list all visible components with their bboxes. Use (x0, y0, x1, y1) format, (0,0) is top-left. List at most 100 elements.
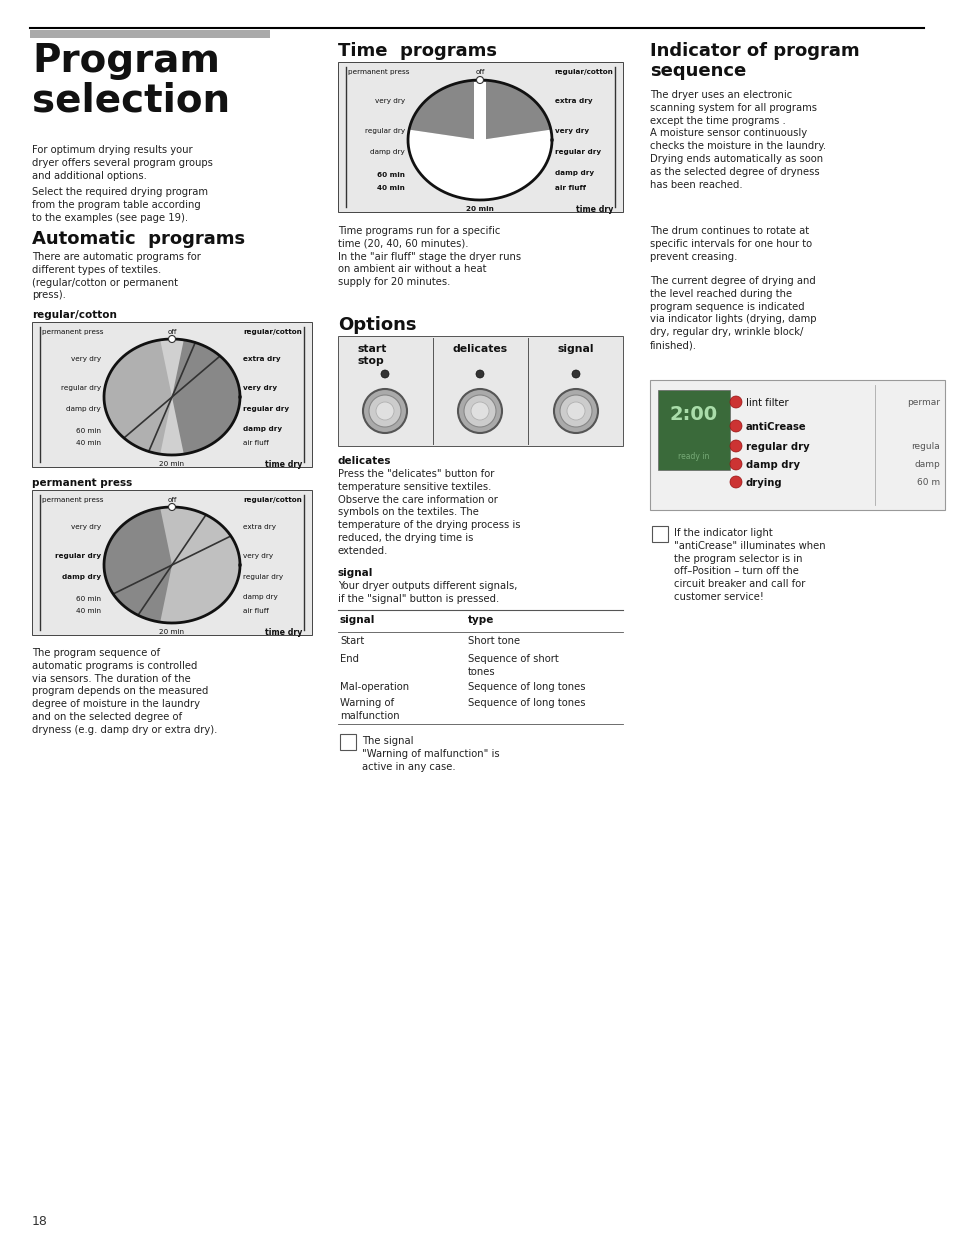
Text: 20 min: 20 min (159, 629, 184, 635)
Circle shape (369, 395, 400, 427)
Text: permanent press: permanent press (348, 69, 409, 75)
Polygon shape (172, 340, 240, 454)
Polygon shape (408, 130, 552, 200)
Text: Time  programs: Time programs (337, 42, 497, 61)
Text: Mal-operation: Mal-operation (339, 682, 409, 692)
Bar (30, 30, 270, 38)
Text: Time programs run for a specific
time (20, 40, 60 minutes).
In the "air fluff" s: Time programs run for a specific time (2… (337, 226, 520, 288)
Text: off: off (167, 329, 176, 335)
Bar (649, 380, 944, 510)
Text: Indicator of program
sequence: Indicator of program sequence (649, 42, 859, 80)
Text: lint filter: lint filter (745, 398, 788, 408)
Text: very dry: very dry (243, 553, 273, 559)
Circle shape (375, 403, 394, 420)
Text: off: off (475, 69, 484, 75)
Text: regular dry: regular dry (243, 573, 283, 579)
Circle shape (457, 389, 501, 433)
Polygon shape (104, 340, 172, 454)
Circle shape (476, 77, 483, 84)
Text: drying: drying (745, 478, 781, 488)
Text: regular dry: regular dry (555, 149, 600, 156)
Text: Automatic  programs: Automatic programs (32, 230, 245, 248)
Text: 60 min: 60 min (76, 595, 101, 601)
Circle shape (476, 370, 483, 378)
Bar (337, 62, 622, 212)
Text: The current degree of drying and
the level reached during the
program sequence i: The current degree of drying and the lev… (649, 275, 816, 350)
Text: Short tone: Short tone (468, 636, 519, 646)
Text: damp dry: damp dry (745, 459, 800, 471)
Text: permanent press: permanent press (42, 496, 103, 503)
Circle shape (169, 336, 175, 342)
Text: delicates: delicates (452, 345, 507, 354)
Text: damp dry: damp dry (62, 573, 101, 579)
Circle shape (729, 458, 741, 471)
Bar (337, 336, 622, 446)
Circle shape (471, 403, 489, 420)
Text: The drum continues to rotate at
specific intervals for one hour to
prevent creas: The drum continues to rotate at specific… (649, 226, 811, 262)
Text: very dry: very dry (71, 357, 101, 362)
Text: The dryer uses an electronic
scanning system for all programs
except the time pr: The dryer uses an electronic scanning sy… (649, 90, 825, 190)
Text: regular/cotton: regular/cotton (243, 496, 302, 503)
Text: air fluff: air fluff (243, 441, 269, 446)
Circle shape (169, 504, 175, 510)
Text: Options: Options (337, 316, 416, 333)
Text: time dry: time dry (264, 629, 302, 637)
Text: very dry: very dry (375, 98, 405, 104)
Text: ready in: ready in (678, 452, 709, 461)
Circle shape (566, 403, 584, 420)
Bar (32, 322, 312, 467)
Bar (339, 734, 355, 750)
Text: permar: permar (906, 398, 939, 408)
Text: air fluff: air fluff (555, 185, 585, 191)
Circle shape (729, 475, 741, 488)
Text: 60 m: 60 m (916, 478, 939, 487)
Text: 2:00: 2:00 (669, 405, 718, 424)
Circle shape (463, 395, 496, 427)
Bar (658, 390, 729, 471)
Polygon shape (104, 508, 172, 622)
Text: signal: signal (558, 345, 594, 354)
Text: regula: regula (910, 442, 939, 451)
Polygon shape (104, 340, 240, 454)
Polygon shape (104, 508, 240, 622)
Text: 40 min: 40 min (76, 441, 101, 446)
Text: 40 min: 40 min (76, 609, 101, 614)
Text: Program
selection: Program selection (32, 42, 230, 120)
Text: regular dry: regular dry (55, 553, 101, 559)
Circle shape (572, 370, 579, 378)
Circle shape (554, 389, 598, 433)
Bar (32, 490, 312, 635)
Text: regular dry: regular dry (364, 128, 405, 135)
Text: damp dry: damp dry (66, 405, 101, 411)
Text: off: off (167, 496, 176, 503)
Text: damp dry: damp dry (243, 426, 282, 432)
Bar (651, 526, 667, 542)
Text: time dry: time dry (264, 459, 302, 469)
Text: Start: Start (339, 636, 364, 646)
Text: There are automatic programs for
different types of textiles.
(regular/cotton or: There are automatic programs for differe… (32, 252, 201, 300)
Text: 20 min: 20 min (159, 461, 184, 467)
Text: extra dry: extra dry (243, 525, 275, 530)
Text: The signal
"Warning of malfunction" is
active in any case.: The signal "Warning of malfunction" is a… (361, 736, 499, 772)
Text: delicates: delicates (337, 456, 391, 466)
Text: permanent press: permanent press (42, 329, 103, 335)
Circle shape (559, 395, 592, 427)
Text: very dry: very dry (555, 128, 589, 135)
Text: type: type (468, 615, 494, 625)
Text: If the indicator light
"antiCrease" illuminates when
the program selector is in
: If the indicator light "antiCrease" illu… (673, 529, 824, 601)
Text: regular/cotton: regular/cotton (32, 310, 117, 320)
Text: damp: damp (913, 459, 939, 469)
Polygon shape (409, 80, 550, 140)
Text: permanent press: permanent press (32, 478, 132, 488)
Text: signal: signal (339, 615, 375, 625)
Text: signal: signal (337, 568, 373, 578)
Text: 40 min: 40 min (376, 185, 405, 191)
Text: Select the required drying program
from the program table according
to the examp: Select the required drying program from … (32, 186, 208, 222)
Text: extra dry: extra dry (243, 357, 280, 362)
Text: very dry: very dry (243, 385, 276, 391)
Text: Sequence of long tones: Sequence of long tones (468, 682, 585, 692)
Text: Sequence of short
tones: Sequence of short tones (468, 655, 558, 677)
Text: extra dry: extra dry (555, 98, 592, 104)
Circle shape (729, 420, 741, 432)
Text: regular/cotton: regular/cotton (554, 69, 613, 75)
